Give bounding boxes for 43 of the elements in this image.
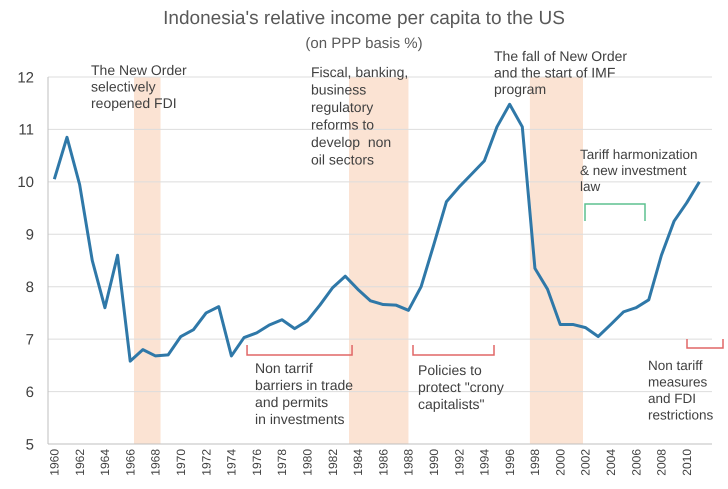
annotation: Tariff harmonization & new investment law [580, 147, 698, 194]
x-tick-label: 1980 [300, 448, 314, 476]
x-tick-label: 2006 [629, 448, 644, 476]
y-tick-label: 9 [26, 226, 34, 244]
y-tick-label: 11 [18, 122, 34, 139]
annotation: Non tarrif barriers in trade and permits in investments [255, 360, 354, 427]
annotation: The fall of New Order and the start of IMF program [494, 48, 628, 97]
x-tick-label: 1996 [502, 448, 517, 476]
x-tick-label: 2010 [680, 448, 694, 476]
x-tick-label: 1978 [275, 448, 290, 476]
x-tick-label: 1964 [98, 448, 112, 476]
x-tick-label: 1974 [224, 448, 239, 476]
annotation: The New Order selectively reopened FDI [91, 62, 188, 111]
y-tick-label: 12 [17, 69, 34, 86]
x-tick-label: 1970 [174, 448, 188, 476]
y-tick-label: 6 [26, 384, 34, 401]
x-tick-label: 1966 [123, 448, 138, 476]
x-tick-label: 1960 [48, 448, 62, 476]
x-tick-label: 1976 [250, 448, 264, 476]
y-tick-label: 7 [26, 331, 34, 348]
x-tick-label: 1972 [199, 448, 214, 476]
chart-title: Indonesia's relative income per capita to the US [163, 8, 565, 29]
y-tick-label: 8 [26, 278, 34, 296]
y-tick-label: 5 [26, 436, 34, 454]
x-tick-label: 1998 [528, 448, 542, 476]
annotation: Fiscal, banking, business regulatory reforms to develop non oil sectors [311, 64, 408, 168]
x-tick-label: 1962 [72, 448, 87, 476]
x-tick-label: 2008 [654, 448, 669, 476]
x-tick-label: 1984 [351, 448, 366, 476]
x-tick-label: 1988 [402, 448, 416, 476]
x-tick-label: 1994 [478, 448, 492, 476]
x-tick-label: 1968 [148, 448, 163, 476]
x-tick-label: 2002 [578, 448, 593, 476]
x-tick-label: 2000 [553, 448, 568, 476]
x-tick-label: 1986 [376, 448, 390, 476]
annotation: Non tariff measures and FDI restrictions [648, 358, 714, 422]
y-tick-label: 10 [17, 174, 34, 192]
chart-subtitle: (on PPP basis %) [305, 35, 423, 52]
x-tick-label: 1990 [426, 448, 441, 476]
x-tick-label: 2004 [604, 448, 618, 476]
x-tick-label: 1992 [452, 448, 466, 476]
annotation: Policies to protect "crony capitalists" [418, 362, 504, 412]
x-tick-label: 1982 [326, 448, 340, 476]
